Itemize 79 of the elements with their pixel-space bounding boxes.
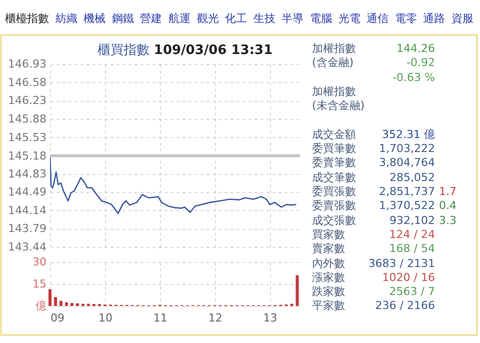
x-tick-label: 12: [208, 312, 222, 324]
category-label: (未含金融): [312, 99, 365, 112]
text: 1,370,522: [379, 199, 435, 212]
text: 124 / 24: [389, 228, 435, 241]
category-label: 光電: [338, 12, 360, 25]
y-tick-label: 143.79: [8, 222, 46, 236]
category-label: 買家數: [312, 228, 345, 241]
category-label: 生技: [253, 12, 276, 25]
category-label: 觀光: [196, 12, 219, 25]
category-label: 電腦: [310, 12, 332, 25]
y-tick-label: 146.93: [8, 58, 46, 70]
category-label: 加權指數: [312, 84, 356, 98]
text: 285,052: [390, 170, 435, 184]
text: 2563 / 7: [389, 285, 435, 298]
text: 1,703,222: [379, 142, 435, 156]
category-label: 內外數: [312, 256, 345, 270]
y-tick-label: 145.88: [8, 112, 46, 126]
y-tick-label: 145.53: [8, 130, 46, 144]
category-label: 鋼鐵: [112, 12, 134, 25]
category-label: 平家數: [312, 299, 345, 312]
text: 3.3: [439, 214, 456, 227]
category-label: 成交金額: [312, 128, 356, 141]
y-tick-label: 144.83: [8, 168, 46, 181]
bar: [70, 303, 74, 306]
category-label: 委賣筆數: [312, 156, 356, 170]
category-label: 通信: [366, 12, 389, 25]
category-label: 航運: [168, 12, 190, 25]
bar: [76, 303, 79, 306]
chart-title: 櫃買指數 109/03/06 13:31: [97, 43, 273, 58]
y-tick-label: 144.49: [8, 185, 46, 198]
text: 0.4: [439, 199, 456, 212]
category-label: 機械: [84, 12, 106, 25]
category-label: 漲家數: [312, 270, 345, 284]
category-label: 跌家數: [312, 285, 345, 298]
text: -0.92: [406, 56, 435, 70]
category-label: 化工: [225, 12, 248, 25]
text: 168 / 54: [389, 242, 435, 256]
text: 1020 / 16: [382, 270, 435, 284]
category-label: 半導: [282, 12, 304, 25]
text: -0.63 %: [392, 70, 435, 84]
category-label: 成交筆數: [312, 170, 356, 184]
text: 3,804,764: [379, 156, 435, 170]
category-label: 通路: [423, 12, 446, 25]
y-tick-label: 146.58: [8, 76, 46, 89]
category-label: 委買張數: [312, 185, 356, 198]
category-label: 委買筆數: [312, 142, 356, 156]
category-label: 加權指數: [312, 42, 356, 55]
text: 1.7: [439, 185, 456, 198]
category-label: 資服: [451, 12, 474, 25]
y-tick-label: 15: [32, 278, 46, 290]
bar: [48, 289, 52, 306]
x-tick-label: 09: [50, 312, 64, 324]
y-tick-label: 146.23: [8, 94, 46, 108]
y-tick-label: 143.44: [8, 240, 46, 254]
text: 144.26: [396, 42, 435, 55]
category-label: 賣家數: [312, 242, 345, 256]
y-tick-label: 30: [32, 256, 46, 268]
x-tick-label: 13: [263, 312, 278, 324]
text: 3683 / 2131: [368, 256, 435, 270]
category-label: 紡織: [55, 12, 78, 25]
category-label: 營建: [140, 12, 162, 25]
bar: [59, 300, 62, 306]
y-tick-label: 億: [36, 300, 46, 312]
bar: [64, 302, 68, 306]
text: 2,851,737: [379, 185, 435, 198]
text: 932,102: [390, 214, 435, 227]
bar: [296, 275, 299, 306]
x-tick-label: 11: [153, 312, 168, 324]
text: 352.31 億: [382, 128, 435, 141]
category-label: 成交張數: [312, 214, 356, 227]
bar: [54, 297, 57, 306]
x-tick-label: 10: [98, 312, 112, 324]
y-tick-label: 144.14: [8, 204, 46, 217]
category-label: 委賣張數: [312, 199, 356, 212]
category-label: (含金融): [312, 56, 354, 70]
category-label: 電零: [394, 12, 417, 25]
y-tick-label: 145.18: [8, 149, 46, 162]
category-label: 櫃檯指數: [5, 12, 49, 25]
text: 236 / 2166: [375, 299, 435, 312]
